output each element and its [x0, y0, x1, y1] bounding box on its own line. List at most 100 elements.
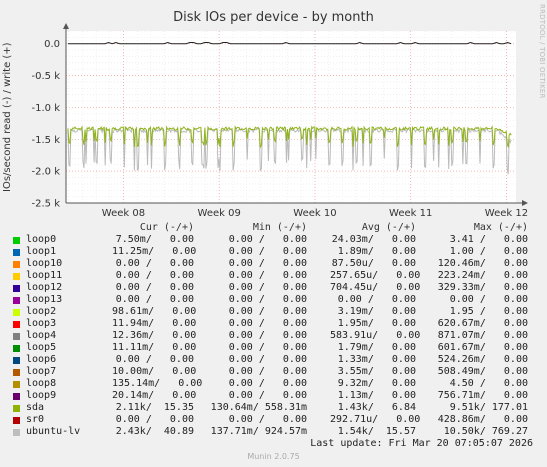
legend-min: 0.00 / 0.00 [228, 294, 307, 305]
legend-max: 601.67m/ 0.00 [437, 342, 528, 353]
legend-cur: 2.11k/ 15.35 [115, 402, 194, 413]
series-zero-line [67, 41, 512, 45]
legend-avg: 704.45u/ 0.00 [330, 282, 421, 293]
legend-avg: 24.03m/ 0.00 [331, 234, 416, 245]
legend-cur: 0.00 / 0.00 [115, 294, 194, 305]
legend-cur: 98.61m/ 0.00 [112, 306, 197, 317]
header-max: Max (-/+) [473, 222, 528, 233]
legend-swatch [13, 368, 20, 376]
legend-row-loop5: loop5 11.11m/ 0.00 0.00 / 0.00 1.79m/ 0.00 6… [12, 342, 537, 354]
legend-row-loop12: loop12 0.00 / 0.00 0.00 / 0.00 704.45u/ 0.0… [12, 282, 537, 294]
legend-avg: 0.00 / 0.00 [337, 294, 416, 305]
legend-min: 0.00 / 0.00 [228, 390, 307, 401]
legend-cur: 11.11m/ 0.00 [112, 342, 197, 353]
legend-row-sr0: sr0 0.00 / 0.00 0.00 / 0.00 292.71u/ 0.00 42… [12, 414, 537, 426]
y-tick-label: -0.5 k [32, 71, 61, 82]
legend-cur: 20.14m/ 0.00 [112, 390, 197, 401]
legend-cur: 11.25m/ 0.00 [112, 246, 197, 257]
legend-cur: 10.00m/ 0.00 [112, 366, 197, 377]
legend-row-ubuntu-lv: ubuntu-lv 2.43k/ 40.89 137.71m/ 924.57m 1.5… [12, 426, 537, 438]
legend-avg: 292.71u/ 0.00 [330, 414, 421, 425]
legend-min: 0.00 / 0.00 [228, 306, 307, 317]
legend-min: 0.00 / 0.00 [228, 378, 307, 389]
legend-swatch [13, 248, 20, 256]
legend-name: loop8 [26, 378, 57, 389]
legend-name: loop11 [26, 270, 63, 281]
legend-avg: 87.50u/ 0.00 [331, 258, 416, 269]
legend-swatch [13, 260, 20, 268]
legend-swatch [13, 272, 20, 280]
y-tick-label: 0.0 [44, 39, 60, 50]
y-tick-label: -2.0 k [32, 167, 61, 178]
legend-name: loop5 [26, 342, 57, 353]
y-tick-label: -2.5 k [32, 199, 61, 210]
header-avg: Avg (-/+) [361, 222, 416, 233]
header-cur: Cur (-/+) [139, 222, 194, 233]
legend-row-loop11: loop11 0.00 / 0.00 0.00 / 0.00 257.65u/ 0.0… [12, 270, 537, 282]
legend-max: 1.00 / 0.00 [449, 246, 528, 257]
legend-name: loop6 [26, 354, 57, 365]
legend-min: 0.00 / 0.00 [228, 282, 307, 293]
legend-row-loop2: loop2 98.61m/ 0.00 0.00 / 0.00 3.19m/ 0.00 1… [12, 306, 537, 318]
legend-min: 0.00 / 0.00 [228, 234, 307, 245]
legend-avg: 1.54k/ 15.57 [337, 426, 416, 437]
legend-name: loop1 [26, 246, 57, 257]
legend-max: 223.24m/ 0.00 [437, 270, 528, 281]
legend-max: 3.41 / 0.00 [449, 234, 528, 245]
legend-row-loop13: loop13 0.00 / 0.00 0.00 / 0.00 0.00 / 0.00 0… [12, 294, 537, 306]
legend-min: 0.00 / 0.00 [228, 246, 307, 257]
last-update: Last update: Fri Mar 20 07:05:07 2026 [310, 438, 533, 449]
legend-swatch [13, 356, 20, 364]
legend-swatch [13, 404, 20, 412]
legend-cur: 0.00 / 0.00 [115, 270, 194, 281]
legend-swatch [13, 380, 20, 388]
legend-name: loop3 [26, 318, 57, 329]
legend-name: ubuntu-lv [26, 426, 81, 437]
x-tick-label: Week 11 [389, 208, 432, 219]
legend-max: 1.95 / 0.00 [449, 306, 528, 317]
legend-cur: 11.94m/ 0.00 [112, 318, 197, 329]
legend-swatch [13, 332, 20, 340]
legend-swatch [13, 344, 20, 352]
legend-max: 428.86m/ 0.00 [437, 414, 528, 425]
legend-avg: 3.55m/ 0.00 [337, 366, 416, 377]
legend-cur: 7.50m/ 0.00 [115, 234, 194, 245]
legend-swatch [13, 236, 20, 244]
legend-row-loop4: loop4 12.36m/ 0.00 0.00 / 0.00 583.91u/ 0.0… [12, 330, 537, 342]
legend-avg: 583.91u/ 0.00 [330, 330, 421, 341]
legend-max: 871.07m/ 0.00 [437, 330, 528, 341]
legend-name: loop9 [26, 390, 57, 401]
legend-name: loop4 [26, 330, 57, 341]
legend-swatch [13, 320, 20, 328]
legend-row-sda: sda 2.11k/ 15.35 130.64m/ 558.31m 1.43k/ 6.… [12, 402, 537, 414]
rrdtool-credit: RRDTOOL / TOBI OETIKER [538, 4, 546, 99]
plot-area [66, 31, 516, 203]
legend-max: 620.67m/ 0.00 [437, 318, 528, 329]
legend-avg: 257.65u/ 0.00 [330, 270, 421, 281]
legend-min: 130.64m/ 558.31m [210, 402, 307, 413]
chart-title: Disk IOs per device - by month [173, 10, 374, 25]
legend-name: loop2 [26, 306, 57, 317]
y-tick-label: -1.5 k [32, 135, 61, 146]
header-min: Min (-/+) [252, 222, 307, 233]
chart-svg: 0.0 -0.5 k -1.0 k -1.5 k -2.0 k -2.5 k Week 08… [32, 23, 528, 219]
legend-avg: 1.95m/ 0.00 [337, 318, 416, 329]
legend-row-loop10: loop10 0.00 / 0.00 0.00 / 0.00 87.50u/ 0.00… [12, 258, 537, 270]
legend-swatch [13, 296, 20, 304]
legend-swatch [13, 392, 20, 400]
legend-min: 0.00 / 0.00 [228, 414, 307, 425]
legend-name: loop13 [26, 294, 63, 305]
x-tick-label: Week 08 [102, 208, 145, 219]
legend-cur: 135.14m/ 0.00 [112, 378, 203, 389]
legend-cur: 0.00 / 0.00 [115, 258, 194, 269]
x-tick-label: Week 10 [293, 208, 336, 219]
legend-cur: 0.00 / 0.00 [115, 282, 194, 293]
legend-row-loop8: loop8 135.14m/ 0.00 0.00 / 0.00 9.32m/ 0.00… [12, 378, 537, 390]
legend-avg: 1.79m/ 0.00 [337, 342, 416, 353]
legend-row-loop6: loop6 0.00 / 0.00 0.00 / 0.00 1.33m/ 0.00 52… [12, 354, 537, 366]
x-tick-label: Week 09 [198, 208, 241, 219]
legend-header: Cur (-/+) Min (-/+) Avg (-/+) Max (-/+) [12, 222, 537, 234]
legend-max: 329.33m/ 0.00 [437, 282, 528, 293]
x-tick-label: Week 12 [485, 208, 528, 219]
legend-min: 0.00 / 0.00 [228, 354, 307, 365]
